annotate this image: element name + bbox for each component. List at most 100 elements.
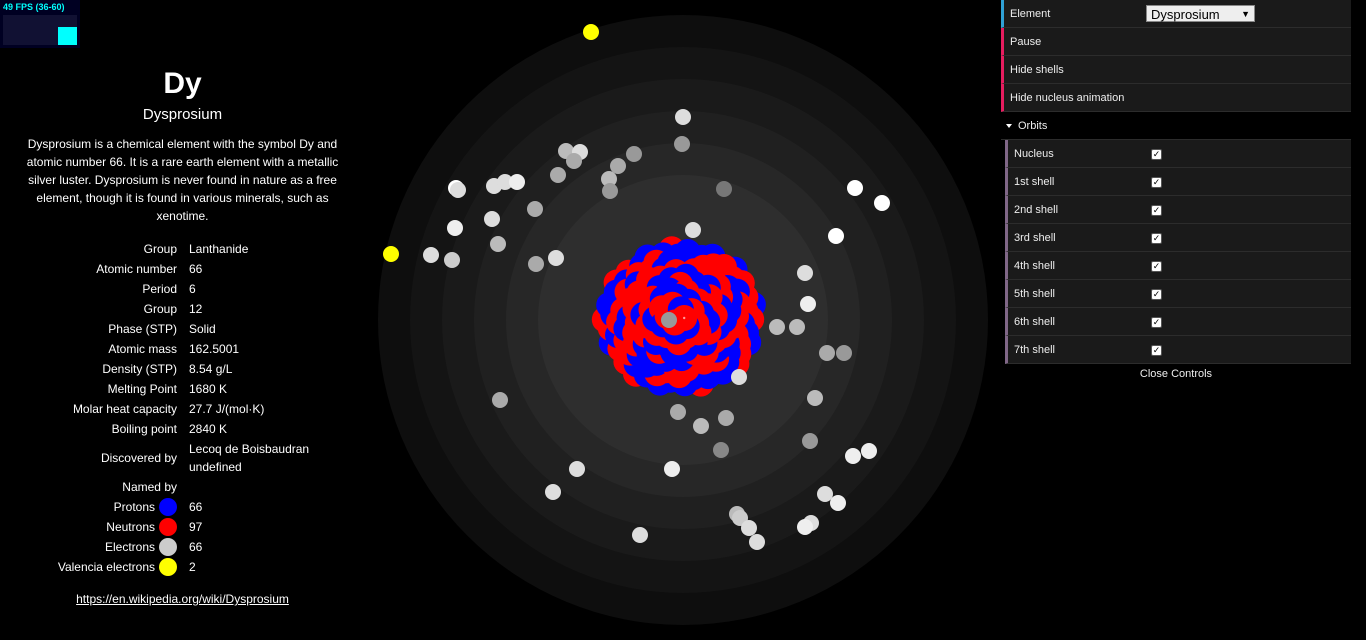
- orbit-toggle-1st: 1st shell ✓: [1005, 168, 1351, 196]
- electron: [548, 250, 564, 266]
- orbit-checkbox[interactable]: ✓: [1151, 177, 1162, 188]
- element-select[interactable]: Dysprosium ▼: [1146, 5, 1255, 22]
- electron: [836, 345, 852, 361]
- electron: [566, 153, 582, 169]
- element-symbol: Dy: [163, 67, 202, 100]
- electron: [802, 433, 818, 449]
- electron: [749, 534, 765, 550]
- orbit-checkbox[interactable]: ✓: [1151, 233, 1162, 244]
- property-row: Atomic mass 162.5001: [108, 342, 240, 356]
- electron: [545, 484, 561, 500]
- electron: [492, 392, 508, 408]
- electron: [632, 527, 648, 543]
- particle-row: Valencia electrons 2: [57, 558, 196, 576]
- orbit-toggle-5th: 5th shell ✓: [1005, 280, 1351, 308]
- orbit-toggle-2nd: 2nd shell ✓: [1005, 196, 1351, 224]
- particle-row: Neutrons 97: [106, 518, 203, 536]
- electron: [800, 296, 816, 312]
- controls-panel: Element Dysprosium ▼ Pause Hide shells Hi…: [1001, 0, 1351, 384]
- electron: [731, 369, 747, 385]
- electron: [713, 442, 729, 458]
- electron: [817, 486, 833, 502]
- electron: [569, 461, 585, 477]
- fps-text: 49 FPS (36-60): [3, 2, 65, 12]
- orbits-folder[interactable]: Orbits: [1001, 112, 1351, 140]
- nucleus: [591, 236, 766, 397]
- orbit-checkbox[interactable]: ✓: [1151, 205, 1162, 216]
- close-controls-button[interactable]: Close Controls: [1001, 364, 1351, 384]
- orbit-toggle-4th: 4th shell ✓: [1005, 252, 1351, 280]
- property-row: Melting Point 1680 K: [107, 382, 228, 396]
- caret-down-icon: [1006, 123, 1012, 128]
- electron: [550, 167, 566, 183]
- orbit-toggle-7th: 7th shell ✓: [1005, 336, 1351, 364]
- electron: [861, 443, 877, 459]
- property-row: Period 6: [142, 282, 196, 296]
- proton-swatch: [159, 498, 177, 516]
- orbits-list: Nucleus ✓ 1st shell ✓ 2nd shell ✓ 3rd shell…: [1005, 140, 1351, 364]
- electron: [769, 319, 785, 335]
- electron: [626, 146, 642, 162]
- orbit-checkbox[interactable]: ✓: [1151, 317, 1162, 328]
- electron: [674, 136, 690, 152]
- electron: [528, 256, 544, 272]
- electron: [484, 211, 500, 227]
- electron-swatch: [159, 538, 177, 556]
- electron: [830, 495, 846, 511]
- valence-swatch: [159, 558, 177, 576]
- neutron-swatch: [159, 518, 177, 536]
- property-row: Atomic number 66: [96, 262, 203, 276]
- nucleon-highlight: [683, 316, 686, 320]
- property-row: Discovered by Lecoq de Boisbaudran undefin…: [100, 442, 310, 474]
- property-row: Phase (STP) Solid: [108, 322, 216, 336]
- element-select-row: Element Dysprosium ▼: [1001, 0, 1351, 28]
- electron: [423, 247, 439, 263]
- electron: [447, 220, 463, 236]
- hide-nucleus-animation-button[interactable]: Hide nucleus animation: [1001, 84, 1351, 112]
- orbit-checkbox[interactable]: ✓: [1151, 345, 1162, 356]
- electron: [602, 183, 618, 199]
- orbit-checkbox[interactable]: ✓: [1151, 261, 1162, 272]
- fps-graph: [3, 15, 77, 45]
- electron: [847, 180, 863, 196]
- properties-table: Group Lanthanide Atomic number 66 Period 6 …: [20, 239, 345, 577]
- electron: [497, 174, 513, 190]
- orbit-toggle-6th: 6th shell ✓: [1005, 308, 1351, 336]
- electron: [664, 461, 680, 477]
- orbit-toggle-3rd: 3rd shell ✓: [1005, 224, 1351, 252]
- electron: [685, 222, 701, 238]
- electron: [601, 171, 617, 187]
- property-row: Group 12: [143, 302, 203, 316]
- property-row: Boiling point 2840 K: [111, 422, 228, 436]
- element-name: Dysprosium: [142, 106, 223, 123]
- electrons: [383, 24, 890, 550]
- electron: [828, 228, 844, 244]
- particle-row: Protons 66: [113, 498, 203, 516]
- electron: [797, 265, 813, 281]
- particle-row: Electrons 66: [104, 538, 203, 556]
- electron: [670, 404, 686, 420]
- electron: [819, 345, 835, 361]
- element-description: Dysprosium is a chemical element with th…: [26, 137, 339, 223]
- pause-button[interactable]: Pause: [1001, 28, 1351, 56]
- chevron-down-icon: ▼: [1241, 9, 1250, 19]
- wiki-link[interactable]: https://en.wikipedia.org/wiki/Dysprosium: [76, 592, 289, 606]
- hide-shells-button[interactable]: Hide shells: [1001, 56, 1351, 84]
- property-row: Group Lanthanide: [143, 242, 249, 256]
- wiki-link-container: https://en.wikipedia.org/wiki/Dysprosium: [20, 592, 345, 606]
- electron: [807, 390, 823, 406]
- element-info: Dy Dysprosium Dysprosium is a chemical e…: [20, 66, 345, 225]
- valence-electron: [583, 24, 599, 40]
- orbit-checkbox[interactable]: ✓: [1151, 289, 1162, 300]
- electron: [718, 410, 734, 426]
- orbit-checkbox[interactable]: ✓: [1151, 149, 1162, 160]
- electron: [527, 201, 543, 217]
- electron: [490, 236, 506, 252]
- property-row: Named by: [122, 480, 177, 494]
- fps-meter[interactable]: 49 FPS (36-60): [0, 0, 80, 48]
- property-row: Density (STP) 8.54 g/L: [102, 362, 233, 376]
- property-row: Molar heat capacity 27.7 J/(mol·K): [72, 402, 265, 416]
- electron: [845, 448, 861, 464]
- electron: [450, 182, 466, 198]
